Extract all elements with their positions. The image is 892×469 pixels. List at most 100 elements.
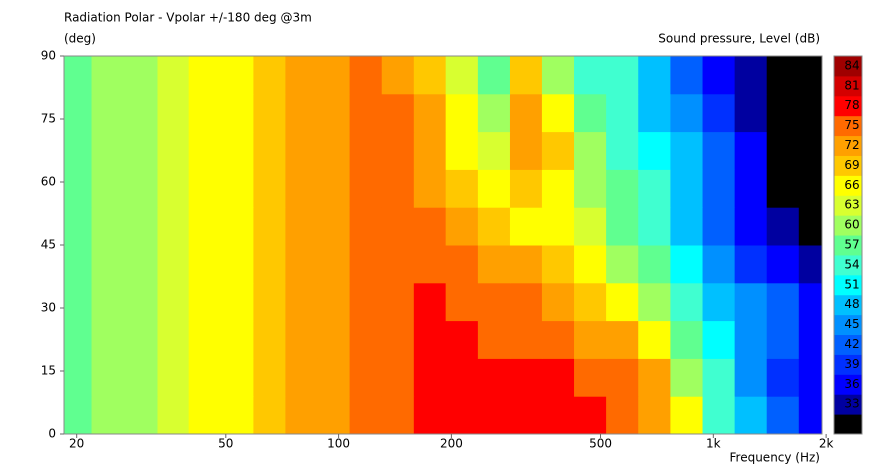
colorbar-band <box>834 195 862 216</box>
contour-cell <box>734 320 768 359</box>
colorbar-tick-label: 84 <box>844 58 859 72</box>
contour-cell <box>574 320 607 359</box>
y-tick-label: 60 <box>41 175 56 189</box>
contour-cell <box>574 131 607 170</box>
contour-cell <box>124 358 159 397</box>
contour-cell <box>734 169 768 208</box>
contour-cell <box>285 169 319 208</box>
colorbar-tick-label: 36 <box>844 377 859 391</box>
contour-cell <box>445 207 479 246</box>
contour-cell <box>64 131 93 170</box>
contour-cell <box>253 169 286 208</box>
contour-cell <box>606 131 639 170</box>
y-tick-label: 45 <box>41 238 56 252</box>
contour-cell <box>445 282 479 322</box>
colorbar-band <box>834 175 862 196</box>
colorbar-band <box>834 135 862 156</box>
contour-cell <box>509 245 543 284</box>
contour-cell <box>509 131 543 170</box>
x-tick-label: 100 <box>327 437 350 451</box>
contour-cell <box>606 320 639 359</box>
contour-cell <box>606 245 639 284</box>
contour-cell <box>253 56 286 95</box>
contour-cell <box>91 245 126 284</box>
contour-cell <box>157 282 190 322</box>
contour-cell <box>413 93 447 133</box>
contour-cell <box>221 320 254 359</box>
contour-cell <box>574 282 607 322</box>
contour-cell <box>188 207 223 246</box>
x-tick-label: 2k <box>819 437 834 451</box>
y-tick-label: 15 <box>41 364 56 378</box>
contour-cell <box>381 207 415 246</box>
contour-cell <box>413 131 447 170</box>
colorbar-band <box>834 374 862 395</box>
contour-cell <box>221 93 254 133</box>
contour-cell <box>541 169 575 208</box>
contour-cell <box>477 56 511 95</box>
contour-cell <box>381 396 415 435</box>
colorbar-tick-label: 42 <box>844 337 859 351</box>
contour-cell <box>221 131 254 170</box>
contour-cell <box>413 396 447 435</box>
contour-cell <box>157 245 190 284</box>
contour-cell <box>64 396 93 435</box>
contour-cell <box>702 282 736 322</box>
contour-cell <box>381 56 415 95</box>
contour-cell <box>124 396 159 435</box>
contour-cell <box>670 282 704 322</box>
contour-cell <box>541 282 575 322</box>
contour-cell <box>221 358 254 397</box>
contour-cell <box>574 358 607 397</box>
contour-cell <box>798 396 823 435</box>
contour-cell <box>285 358 319 397</box>
x-tick-label: 200 <box>440 437 463 451</box>
contour-cell <box>188 93 223 133</box>
contour-cell <box>317 131 351 170</box>
contour-cell <box>638 245 671 284</box>
contour-cell <box>670 358 704 397</box>
contour-cell <box>509 93 543 133</box>
contour-cell <box>445 358 479 397</box>
contour-cell <box>670 245 704 284</box>
contour-cell <box>766 282 800 322</box>
contour-cell <box>798 169 823 208</box>
contour-cell <box>157 207 190 246</box>
contour-cell <box>798 245 823 284</box>
contour-cell <box>413 207 447 246</box>
colorbar-tick-label: 39 <box>844 357 859 371</box>
colorbar-band <box>834 75 862 97</box>
contour-cell <box>91 207 126 246</box>
contour-cell <box>188 396 223 435</box>
colorbar-band <box>834 56 862 77</box>
contour-cell <box>798 93 823 133</box>
contour-cell <box>798 207 823 246</box>
contour-cell <box>253 245 286 284</box>
contour-cell <box>734 358 768 397</box>
contour-cell <box>349 207 383 246</box>
contour-cell <box>157 93 190 133</box>
contour-cell <box>413 358 447 397</box>
contour-cell <box>188 282 223 322</box>
contour-cell <box>91 396 126 435</box>
contour-cell <box>702 396 736 435</box>
contour-cell <box>734 396 768 435</box>
contour-cell <box>477 282 511 322</box>
contour-cell <box>509 56 543 95</box>
contour-cell <box>445 93 479 133</box>
contour-cell <box>381 282 415 322</box>
contour-cell <box>509 396 543 435</box>
contour-cell <box>766 56 800 95</box>
contour-cell <box>349 245 383 284</box>
contour-cell <box>253 320 286 359</box>
contour-cell <box>157 396 190 435</box>
contour-cell <box>157 358 190 397</box>
contour-cell <box>413 245 447 284</box>
contour-cell <box>574 93 607 133</box>
contour-cell <box>798 358 823 397</box>
contour-cell <box>445 56 479 95</box>
contour-cell <box>702 131 736 170</box>
contour-cell <box>734 207 768 246</box>
contour-cell <box>285 93 319 133</box>
contour-cell <box>606 169 639 208</box>
